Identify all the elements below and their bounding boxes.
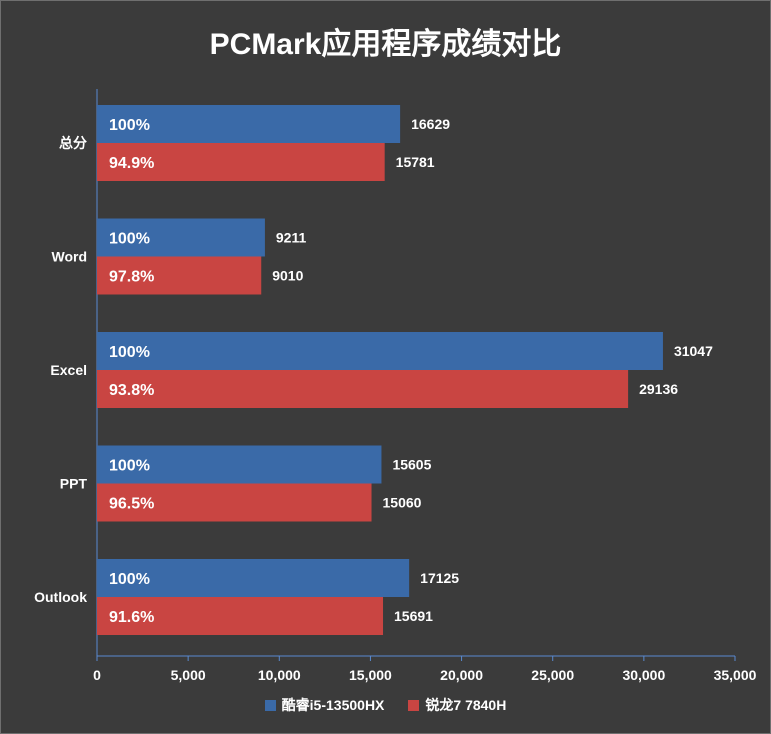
bar-percent-label: 100%: [109, 458, 150, 475]
legend-label-series-2: 锐龙7 7840H: [425, 697, 507, 713]
bar-percent-label: 96.5%: [109, 496, 154, 513]
bar-series-2: [97, 483, 372, 522]
bar-percent-label: 100%: [109, 231, 150, 248]
x-tick-label: 25,000: [531, 667, 574, 683]
x-tick-label: 0: [93, 667, 101, 683]
bar-value-label: 9211: [276, 230, 307, 246]
bar-series-1: [97, 332, 663, 370]
legend-swatch-series-2: [408, 699, 420, 711]
legend-item-series-2: 锐龙7 7840H: [408, 695, 506, 715]
legend-item-series-1: 酷睿i5-13500HX: [264, 695, 385, 715]
bar-series-2: [97, 597, 384, 635]
x-tick-label: 10,000: [258, 667, 301, 683]
bar-series-1: [97, 105, 401, 143]
bar-percent-label: 100%: [109, 117, 150, 134]
bar-series-1: [97, 218, 265, 257]
category-label: PPT: [60, 476, 88, 492]
bar-percent-label: 93.8%: [109, 382, 154, 399]
bar-value-label: 16629: [411, 116, 450, 132]
bar-value-label: 9010: [272, 268, 303, 284]
bar-percent-label: 100%: [109, 344, 150, 361]
bar-value-label: 15781: [396, 154, 435, 170]
bar-series-2: [97, 370, 629, 408]
bar-percent-label: 91.6%: [109, 609, 154, 626]
bar-percent-label: 100%: [109, 571, 150, 588]
x-tick-label: 20,000: [440, 667, 483, 683]
bar-value-label: 29136: [639, 381, 678, 397]
bar-series-1: [97, 559, 410, 597]
bar-series-2: [97, 256, 262, 295]
bar-series-1: [97, 445, 382, 484]
bar-value-label: 17125: [420, 570, 459, 586]
bar-percent-label: 97.8%: [109, 269, 154, 286]
x-tick-label: 30,000: [622, 667, 665, 683]
legend-swatch-series-1: [264, 699, 276, 711]
category-label: Outlook: [34, 589, 87, 605]
category-label: 总分: [59, 135, 87, 151]
legend: 酷睿i5-13500HX 锐龙7 7840H: [1, 695, 770, 715]
bar-percent-label: 94.9%: [109, 155, 154, 172]
bar-value-label: 15691: [394, 608, 433, 624]
bar-value-label: 15060: [383, 495, 422, 511]
x-tick-label: 5,000: [171, 667, 206, 683]
chart-title: PCMark应用程序成绩对比: [209, 28, 562, 61]
category-label: Word: [51, 249, 87, 265]
bar-series-2: [97, 143, 385, 181]
bar-value-label: 15605: [392, 457, 431, 473]
bar-value-label: 31047: [674, 343, 713, 359]
x-tick-label: 35,000: [714, 667, 757, 683]
x-tick-label: 15,000: [349, 667, 392, 683]
category-label: Excel: [50, 362, 87, 378]
legend-label-series-1: 酷睿i5-13500HX: [281, 697, 385, 713]
